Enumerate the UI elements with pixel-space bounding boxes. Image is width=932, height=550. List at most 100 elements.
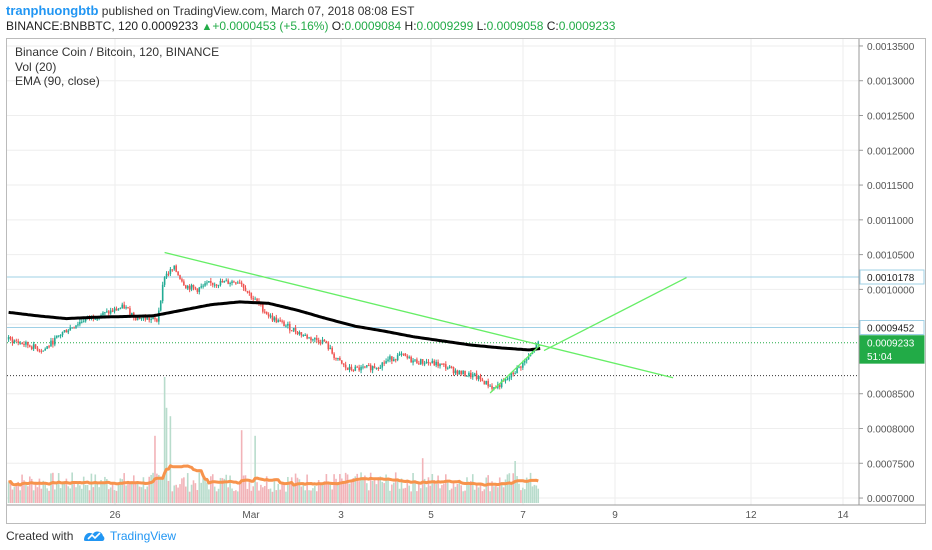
volume-bar xyxy=(283,483,285,503)
volume-bar xyxy=(156,473,158,503)
author-link[interactable]: tranphuongbtb xyxy=(6,3,99,18)
candle-body xyxy=(32,344,35,350)
volume-bar xyxy=(473,489,476,503)
volume-bar xyxy=(158,474,160,503)
candle-body xyxy=(446,368,449,370)
volume-bar xyxy=(184,486,187,503)
candle-body xyxy=(154,317,156,320)
candle-body xyxy=(504,379,507,382)
x-tick-label: 9 xyxy=(612,510,618,521)
y-tick-label: 0.0007500 xyxy=(867,459,915,470)
volume-bar xyxy=(263,485,266,503)
candle-body xyxy=(537,341,540,345)
chart-header: tranphuongbtb published on TradingView.c… xyxy=(0,0,932,36)
y-tick-label: 0.0007000 xyxy=(867,494,915,505)
price-chart[interactable]: 0.0013500 0.0013000 0.0012500 0.0012000 0.00… xyxy=(7,39,925,523)
candle-body xyxy=(423,363,426,365)
volume-bar xyxy=(491,481,493,503)
volume-bar xyxy=(497,487,499,503)
horizontal-lines xyxy=(7,276,859,377)
candle-body xyxy=(221,280,224,283)
volume-bar xyxy=(256,482,258,503)
volume-bar xyxy=(433,480,436,503)
legend-volume[interactable]: Vol (20) xyxy=(15,59,57,74)
volume-bar xyxy=(402,488,405,503)
trendlines[interactable] xyxy=(164,251,687,394)
legend-ema[interactable]: EMA (90, close) xyxy=(15,74,100,88)
volume-bar xyxy=(512,473,515,503)
volume-bar xyxy=(28,476,31,503)
candle-body xyxy=(406,355,409,358)
price-tag xyxy=(859,269,925,285)
volume-bar xyxy=(196,490,199,503)
volume-bar xyxy=(7,482,10,503)
volume-bar xyxy=(186,473,189,503)
volume-ma-line xyxy=(8,464,539,487)
volume-bar xyxy=(423,478,426,503)
volume-bar xyxy=(63,481,66,503)
candle-body xyxy=(273,317,276,321)
chart-area[interactable]: 0.0013500 0.0013000 0.0012500 0.0012000 0.00… xyxy=(6,38,926,524)
candle-body xyxy=(227,280,229,284)
candle-body xyxy=(460,370,463,375)
candle-body xyxy=(84,317,87,322)
candle-body xyxy=(198,287,201,292)
volume-bar xyxy=(86,484,89,503)
volume-bar xyxy=(54,489,56,503)
volume-bar xyxy=(414,481,416,503)
candle-body xyxy=(443,363,445,365)
volume-bar xyxy=(202,474,204,503)
tradingview-brand[interactable]: TradingView xyxy=(110,529,177,543)
price-axis[interactable]: 0.0013500 0.0013000 0.0012500 0.0012000 0.00… xyxy=(858,39,915,505)
candle-body xyxy=(238,282,241,284)
candle-body xyxy=(352,369,355,371)
candle-body xyxy=(300,332,303,336)
volume-bar xyxy=(94,474,97,503)
candle-body xyxy=(107,311,110,314)
volume-bar xyxy=(171,491,174,503)
candle-body xyxy=(179,275,181,280)
candle-body xyxy=(346,367,349,370)
volume-bar xyxy=(19,490,21,503)
candle-body xyxy=(134,317,137,321)
volume-bar xyxy=(371,480,374,503)
candle-body xyxy=(113,308,116,312)
candle-body xyxy=(323,339,326,342)
volume-bar xyxy=(323,481,326,503)
volume-bar xyxy=(385,474,387,503)
volume-bar xyxy=(287,476,289,503)
candle-body xyxy=(412,360,414,363)
volume-bar xyxy=(394,472,397,503)
candle-body xyxy=(290,330,293,332)
volume-bar xyxy=(250,490,253,503)
volume-bar xyxy=(175,484,177,503)
time-axis[interactable]: 26 Mar 3 5 7 9 12 14 xyxy=(7,504,925,521)
candle-body xyxy=(487,381,489,387)
x-tick-label: 7 xyxy=(520,510,526,521)
candle-body xyxy=(441,363,443,365)
volume-bar xyxy=(236,491,239,503)
volume-bar xyxy=(366,483,368,503)
candle-body xyxy=(502,380,505,382)
volume-bar xyxy=(227,487,229,503)
candle-body xyxy=(61,331,64,336)
candle-body xyxy=(348,366,351,370)
candle-body xyxy=(82,321,85,323)
x-tick-label: 5 xyxy=(428,510,434,521)
volume-bar xyxy=(477,487,480,503)
candle-body xyxy=(535,344,538,351)
volume-bar xyxy=(215,491,218,503)
candle-body xyxy=(28,345,31,347)
volume-bar xyxy=(127,483,129,503)
volume-bar xyxy=(523,489,526,503)
candle-body xyxy=(65,330,68,333)
candle-body xyxy=(315,338,318,340)
candle-body xyxy=(231,281,233,284)
volume-bar xyxy=(136,483,139,503)
tradingview-logo-icon[interactable] xyxy=(82,528,106,544)
volume-bar xyxy=(55,483,58,503)
volume-bar xyxy=(314,485,316,503)
volume-bar xyxy=(150,474,152,503)
candle-body xyxy=(59,335,62,337)
candle-body xyxy=(306,334,308,339)
